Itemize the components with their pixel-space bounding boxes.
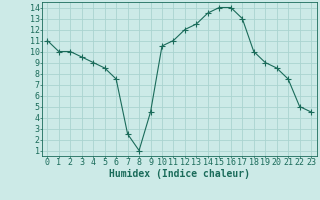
X-axis label: Humidex (Indice chaleur): Humidex (Indice chaleur) [109, 168, 250, 179]
